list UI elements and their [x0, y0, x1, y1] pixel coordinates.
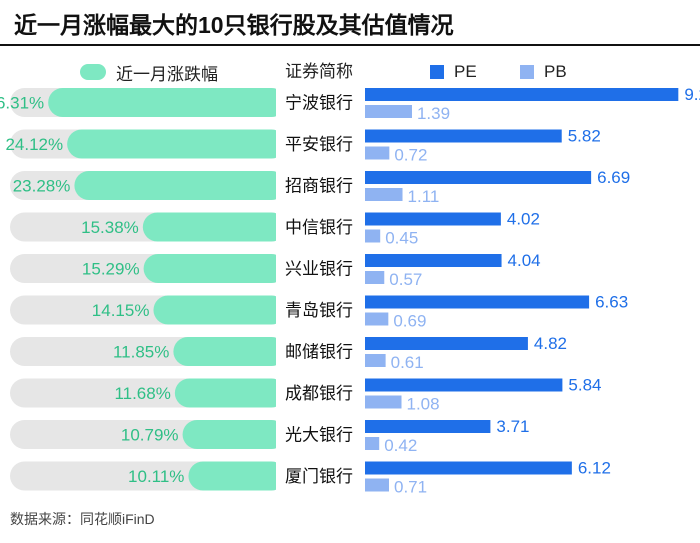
bank-name: 光大银行: [285, 426, 353, 445]
legend-change-label: 近一月涨跌幅: [116, 64, 218, 84]
change-bar: [153, 295, 286, 325]
change-value-label: 10.11%: [128, 467, 184, 486]
pe-bar: [365, 254, 502, 267]
change-bar: [188, 461, 286, 491]
bank-name: 中信银行: [285, 218, 353, 237]
name-cell: [276, 293, 362, 327]
pb-bar: [365, 312, 389, 326]
pe-value-label: 6.63: [595, 293, 628, 312]
pe-value-label: 5.82: [568, 127, 601, 146]
legend-pb-label: PB: [544, 62, 567, 81]
bank-name: 平安银行: [285, 135, 353, 154]
name-cell: [276, 127, 362, 161]
pb-bar: [365, 229, 381, 243]
title-rule: [0, 44, 700, 46]
pe-value-label: 6.12: [578, 459, 611, 478]
change-bar: [173, 337, 286, 366]
bank-name: 厦门银行: [285, 467, 353, 486]
name-cell: [276, 210, 362, 244]
change-bar: [142, 212, 286, 242]
pe-bar: [365, 461, 572, 475]
pe-bar: [365, 420, 491, 433]
pe-bar: [365, 171, 592, 184]
pb-value-label: 0.72: [394, 146, 427, 165]
name-cell: [276, 86, 362, 119]
bank-name: 成都银行: [285, 384, 353, 403]
bank-name: 邮储银行: [285, 343, 353, 362]
change-value-label: 15.38%: [81, 218, 139, 237]
legend-pb: PB: [520, 60, 567, 84]
pe-value-label: 4.04: [508, 251, 541, 270]
pb-value-label: 0.45: [385, 229, 418, 248]
change-value-label: 24.12%: [5, 135, 63, 154]
pe-value-label: 5.84: [568, 376, 601, 395]
pe-value-label: 3.71: [496, 417, 529, 436]
pb-value-label: 0.57: [389, 270, 422, 289]
pb-bar: [365, 271, 385, 284]
bank-name: 青岛银行: [285, 301, 353, 320]
name-cell: [276, 169, 362, 202]
bank-name: 兴业银行: [285, 260, 353, 279]
pb-bar: [365, 146, 390, 160]
change-bar: [74, 171, 286, 200]
pe-bar: [365, 129, 562, 143]
pe-value-label: 9.27: [684, 85, 700, 104]
pb-value-label: 1.11: [408, 187, 440, 206]
source-note: 数据来源：同花顺iFinD: [10, 511, 155, 527]
name-cell: [276, 252, 362, 285]
pb-bar: [365, 437, 380, 450]
pb-bar: [365, 188, 403, 201]
change-value-label: 23.28%: [13, 177, 71, 196]
change-value-label: 14.15%: [92, 301, 150, 320]
legend-pe: PE: [430, 60, 477, 84]
bank-name: 招商银行: [285, 177, 353, 196]
pb-value-label: 1.08: [407, 395, 440, 414]
legend-pb-swatch: [520, 65, 534, 79]
pe-value-label: 4.02: [507, 210, 540, 229]
name-cell: [276, 335, 362, 368]
change-value-label: 10.79%: [121, 426, 179, 445]
chart-title: 近一月涨幅最大的10只银行股及其估值情况: [14, 12, 454, 38]
change-bar: [67, 129, 287, 159]
pb-bar: [365, 354, 386, 367]
pb-value-label: 0.71: [394, 478, 427, 497]
pe-value-label: 6.69: [597, 168, 630, 187]
name-column-header: 证券简称: [285, 62, 353, 81]
pe-value-label: 4.82: [534, 334, 567, 353]
legend-change: 近一月涨跌幅: [80, 60, 218, 84]
pe-bar: [365, 212, 501, 226]
change-bar: [182, 420, 286, 449]
legend-pe-label: PE: [454, 62, 477, 81]
name-cell: [276, 376, 362, 410]
pb-bar: [365, 478, 389, 492]
change-bar: [174, 378, 286, 408]
pb-value-label: 0.69: [393, 312, 426, 331]
pe-bar: [365, 378, 563, 392]
pe-bar: [365, 295, 590, 309]
name-cell: [276, 459, 362, 493]
change-bar: [48, 88, 287, 117]
pb-bar: [365, 105, 412, 118]
change-bar: [143, 254, 286, 283]
name-cell: [276, 418, 362, 451]
pe-bar: [365, 88, 679, 101]
change-value-label: 15.29%: [82, 260, 140, 279]
change-value-label: 26.31%: [0, 94, 44, 113]
change-value-label: 11.85%: [113, 343, 169, 362]
bank-name: 宁波银行: [285, 94, 353, 113]
legend-change-swatch: [80, 64, 106, 80]
pb-bar: [365, 395, 402, 409]
pb-value-label: 0.42: [384, 436, 417, 455]
pb-value-label: 0.61: [391, 353, 424, 372]
pe-bar: [365, 337, 528, 350]
legend-pe-swatch: [430, 65, 444, 79]
pb-value-label: 1.39: [417, 104, 450, 123]
change-value-label: 11.68%: [114, 384, 170, 403]
